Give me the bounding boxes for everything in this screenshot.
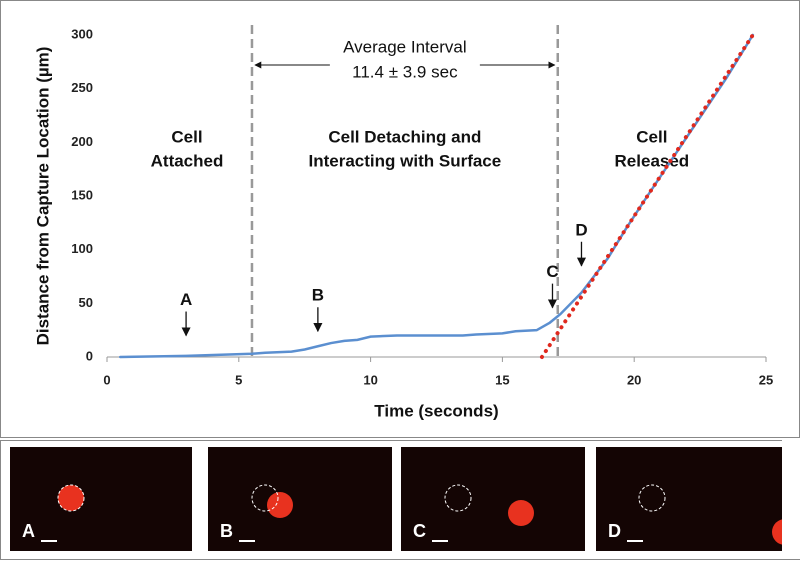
interval-label: 11.4 ± 3.9 sec <box>352 62 458 81</box>
region-label: Cell <box>171 127 202 146</box>
cell <box>267 492 293 518</box>
y-tick-label: 300 <box>71 26 93 41</box>
region-label: Cell Detaching and <box>328 127 481 146</box>
cell <box>58 485 84 511</box>
region-label: Cell <box>636 127 667 146</box>
point-label: A <box>180 290 192 309</box>
panel-image <box>596 447 782 551</box>
capture-ring <box>251 484 279 512</box>
x-tick-label: 20 <box>627 372 641 387</box>
y-tick-label: 250 <box>71 80 93 95</box>
capture-ring <box>638 484 666 512</box>
x-tick-label: 10 <box>363 372 377 387</box>
x-tick-label: 25 <box>759 372 773 387</box>
panel-label: D <box>608 521 621 541</box>
interval-label-bg <box>329 36 480 84</box>
region-label: Released <box>615 151 690 170</box>
region-label: Attached <box>151 151 224 170</box>
capture-ring <box>57 484 85 512</box>
x-tick-label: 0 <box>103 372 110 387</box>
y-tick-label: 0 <box>86 348 93 363</box>
x-tick-label: 5 <box>235 372 242 387</box>
point-label: C <box>546 262 558 281</box>
x-axis-title: Time (seconds) <box>374 401 498 420</box>
panel-label: B <box>220 521 233 541</box>
panels <box>10 440 800 559</box>
region-label: Interacting with Surface <box>309 151 502 170</box>
panel-image <box>208 447 392 551</box>
interval-label: Average Interval <box>343 37 466 56</box>
y-tick-label: 100 <box>71 241 93 256</box>
panel-label: C <box>413 521 426 541</box>
y-tick-label: 50 <box>79 295 93 310</box>
panel-gap <box>782 440 800 559</box>
x-tick-label: 15 <box>495 372 509 387</box>
point-label: B <box>312 286 324 305</box>
series-line <box>539 33 755 359</box>
panel-image <box>10 447 192 551</box>
panel-image <box>401 447 585 551</box>
panel-label: A <box>22 521 35 541</box>
y-tick-label: 150 <box>71 187 93 202</box>
point-label: D <box>575 220 587 239</box>
capture-ring <box>444 484 472 512</box>
y-axis-title: Distance from Capture Location (µm) <box>33 47 52 346</box>
y-tick-label: 200 <box>71 134 93 149</box>
cell <box>508 500 534 526</box>
